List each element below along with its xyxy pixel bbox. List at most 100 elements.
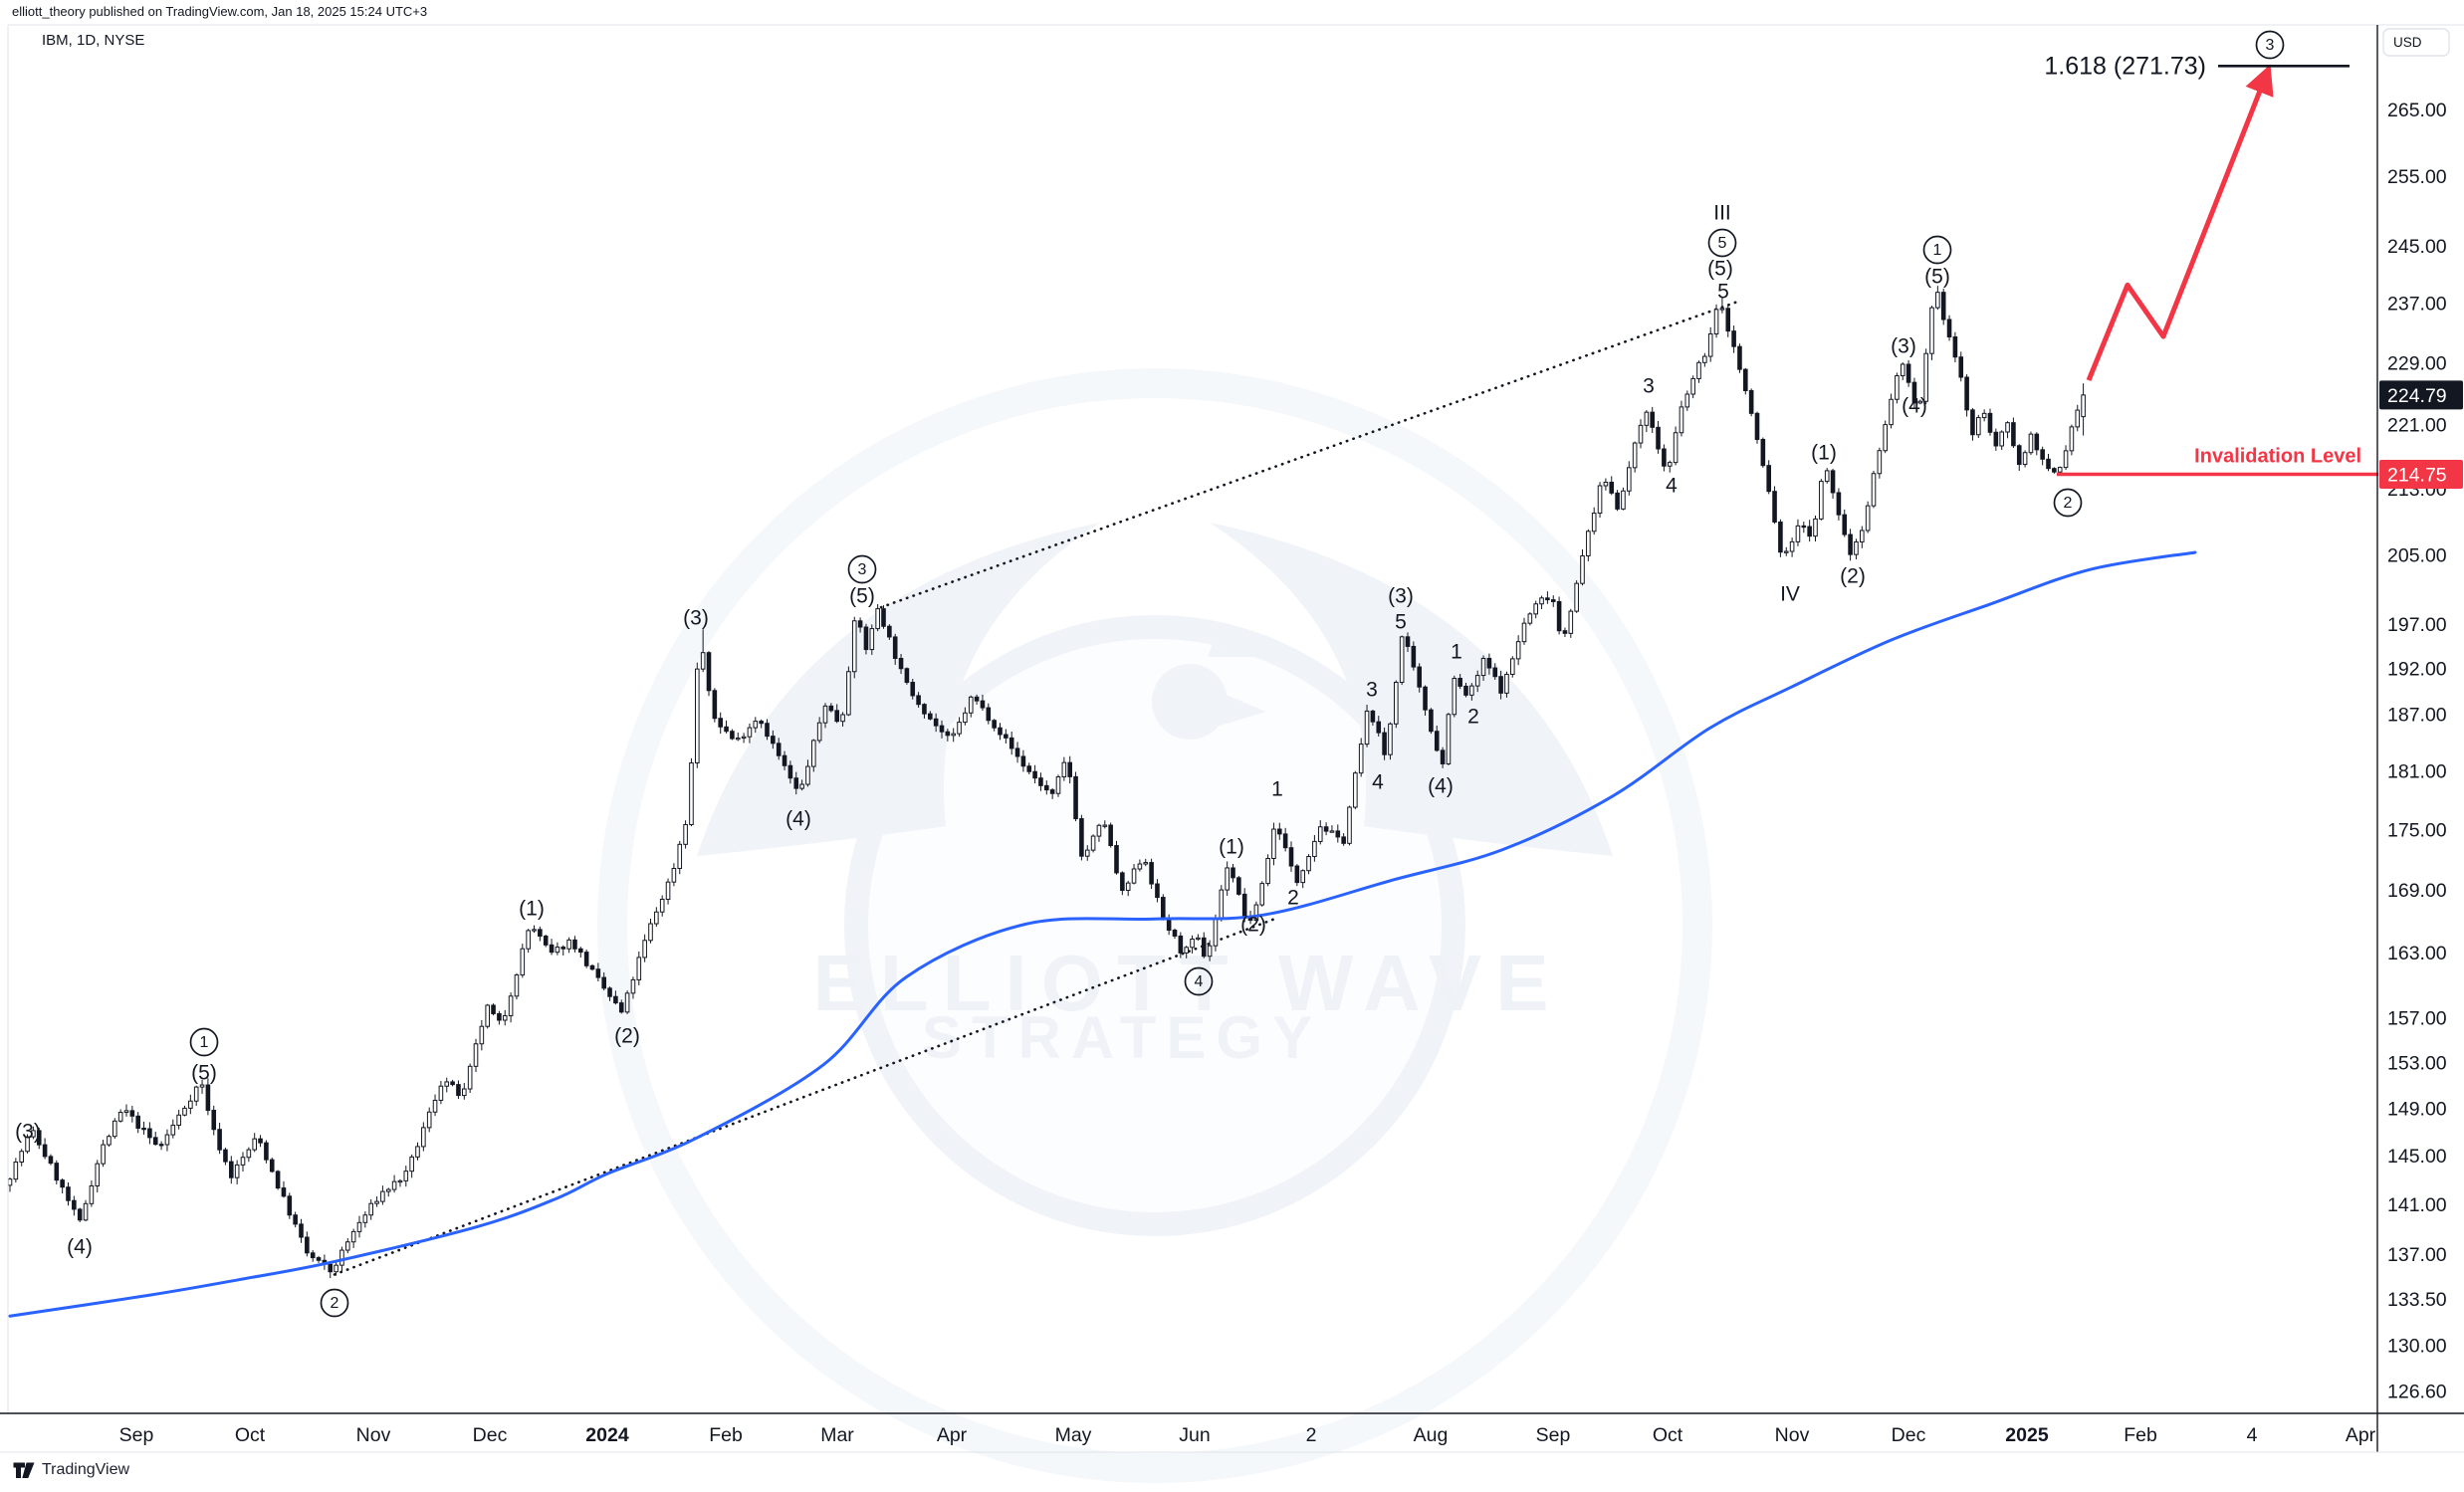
candle-body-up: [1580, 554, 1585, 584]
time-axis[interactable]: Sep Oct Nov Dec 2024 Feb Mar Apr May Jun 2 Aug Sep Oc…: [119, 1424, 2376, 1446]
candle-body-down: [928, 713, 933, 720]
candle-body-down: [1562, 630, 1568, 634]
candle-body-up: [1667, 462, 1673, 467]
candle-body-up: [747, 727, 753, 738]
candle-body-down: [759, 721, 764, 725]
candle-body-down: [589, 964, 595, 970]
candle-body-up: [1515, 641, 1521, 660]
candle-body-up: [735, 737, 741, 741]
candle-body-down: [264, 1142, 269, 1161]
wave-label-circled: 2: [2053, 488, 2083, 518]
price-tick-label: 169.00: [2387, 880, 2447, 902]
candle-body-down: [1020, 755, 1026, 767]
candle-body-up: [193, 1086, 199, 1102]
candle-body-down: [141, 1127, 146, 1131]
candle-body-up: [117, 1112, 123, 1122]
candle-body-up: [1096, 824, 1102, 837]
candle-body-up: [1644, 411, 1650, 426]
candle-body-up: [374, 1200, 379, 1204]
candle-body-up: [1824, 470, 1830, 483]
candle-body-down: [613, 995, 618, 1004]
candle-body-up: [1312, 840, 1317, 858]
price-axis[interactable]: 265.00255.00245.00237.00229.00221.00213.…: [2379, 28, 2463, 1403]
footer-brand[interactable]: TradingView: [13, 1461, 129, 1479]
invalidation-price-badge-bg: [2379, 460, 2463, 490]
candle-body-up: [432, 1099, 438, 1113]
projection-arrow[interactable]: [2086, 64, 2274, 382]
candle-body-down: [1754, 412, 1760, 440]
candle-body-down: [1993, 431, 1999, 447]
candle-body-down: [1772, 491, 1777, 523]
candle-body-up: [89, 1185, 95, 1204]
candle-body-up: [1207, 945, 1213, 958]
candle-body-down: [48, 1156, 54, 1165]
candle-body-up: [1696, 361, 1701, 379]
tradingview-logo-icon: [13, 1462, 35, 1478]
candle-body-up: [240, 1157, 246, 1166]
candle-body-down: [1830, 470, 1836, 494]
candle-body-down: [898, 657, 904, 670]
candle-body-down: [1457, 677, 1462, 687]
candle-body-up: [1673, 432, 1679, 464]
candle-body-up: [83, 1202, 89, 1221]
candle-body-up: [1102, 824, 1108, 827]
candle-body-down: [1073, 775, 1078, 820]
candle-body-down: [328, 1263, 334, 1273]
candle-body-up: [502, 1015, 508, 1021]
candle-body-down: [1905, 363, 1911, 383]
candle-body-up: [1055, 776, 1061, 794]
time-tick-label: Jun: [1179, 1424, 1210, 1446]
wave-label: (3): [683, 607, 709, 630]
currency-selector[interactable]: USD: [2382, 28, 2450, 57]
wave-label-circled: 3: [2255, 30, 2285, 60]
wave-label: (3): [1891, 335, 1916, 358]
price-tick-label: 197.00: [2387, 614, 2447, 636]
candle-body-up: [1568, 610, 1574, 634]
candle-body-up: [380, 1190, 385, 1202]
candle-body-down: [1382, 732, 1387, 755]
wave-label-circled: 1: [1922, 235, 1952, 265]
candle-body-down: [538, 929, 543, 937]
candle-body-down: [892, 636, 898, 659]
candle-body-up: [1789, 540, 1795, 552]
price-tick-label: 153.00: [2387, 1053, 2447, 1075]
candle-body-up: [1253, 904, 1259, 922]
candle-body-down: [980, 700, 986, 709]
candle-body-down: [1114, 845, 1119, 874]
publish-header: elliott_theory published on TradingView.…: [12, 4, 428, 19]
candle-body-up: [1394, 682, 1399, 725]
candle-body-up: [1621, 490, 1626, 510]
candle-body-up: [624, 992, 630, 1013]
candle-body-down: [1032, 770, 1037, 779]
candle-body-down: [1807, 526, 1812, 537]
candle-body-down: [1987, 412, 1993, 433]
candle-body-up: [1533, 603, 1539, 615]
currency-box[interactable]: [2382, 28, 2450, 57]
candle-body-down: [310, 1252, 316, 1259]
candle-body-up: [438, 1085, 444, 1101]
candle-body-up: [695, 668, 700, 764]
watermark-crown: [1208, 629, 1255, 657]
watermark-left-wing: [697, 523, 1100, 856]
candle-body-up: [1061, 761, 1067, 778]
candle-body-down: [1429, 709, 1434, 733]
candle-body-up: [648, 923, 653, 942]
candle-body-up: [1539, 597, 1544, 605]
candle-body-up: [123, 1110, 129, 1114]
candle-body-up: [1632, 442, 1638, 469]
candle-body-down: [1155, 883, 1160, 899]
time-tick-label: Feb: [709, 1424, 743, 1446]
candle-body-up: [630, 978, 636, 994]
candle-body-up: [508, 995, 514, 1017]
candle-body-up: [566, 939, 571, 950]
candle-body-down: [1120, 872, 1125, 892]
candle-body-up: [1317, 826, 1323, 842]
price-tick-label: 157.00: [2387, 1008, 2447, 1030]
wave-label: 5: [1395, 611, 1407, 634]
candle-body-down: [1067, 761, 1073, 777]
candle-body-down: [1282, 833, 1288, 849]
candle-body-up: [957, 722, 962, 735]
wave-digit: 1: [200, 1034, 209, 1051]
